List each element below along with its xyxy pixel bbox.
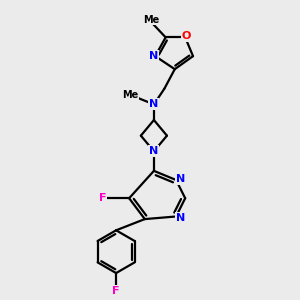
Text: N: N	[176, 174, 185, 184]
Text: N: N	[149, 51, 158, 61]
Text: N: N	[176, 213, 185, 223]
Text: N: N	[149, 146, 158, 156]
Text: N: N	[149, 99, 158, 110]
Text: F: F	[98, 193, 106, 203]
Text: Me: Me	[143, 15, 159, 25]
Text: F: F	[112, 286, 120, 296]
Text: O: O	[182, 31, 191, 41]
Text: Me: Me	[122, 90, 139, 100]
